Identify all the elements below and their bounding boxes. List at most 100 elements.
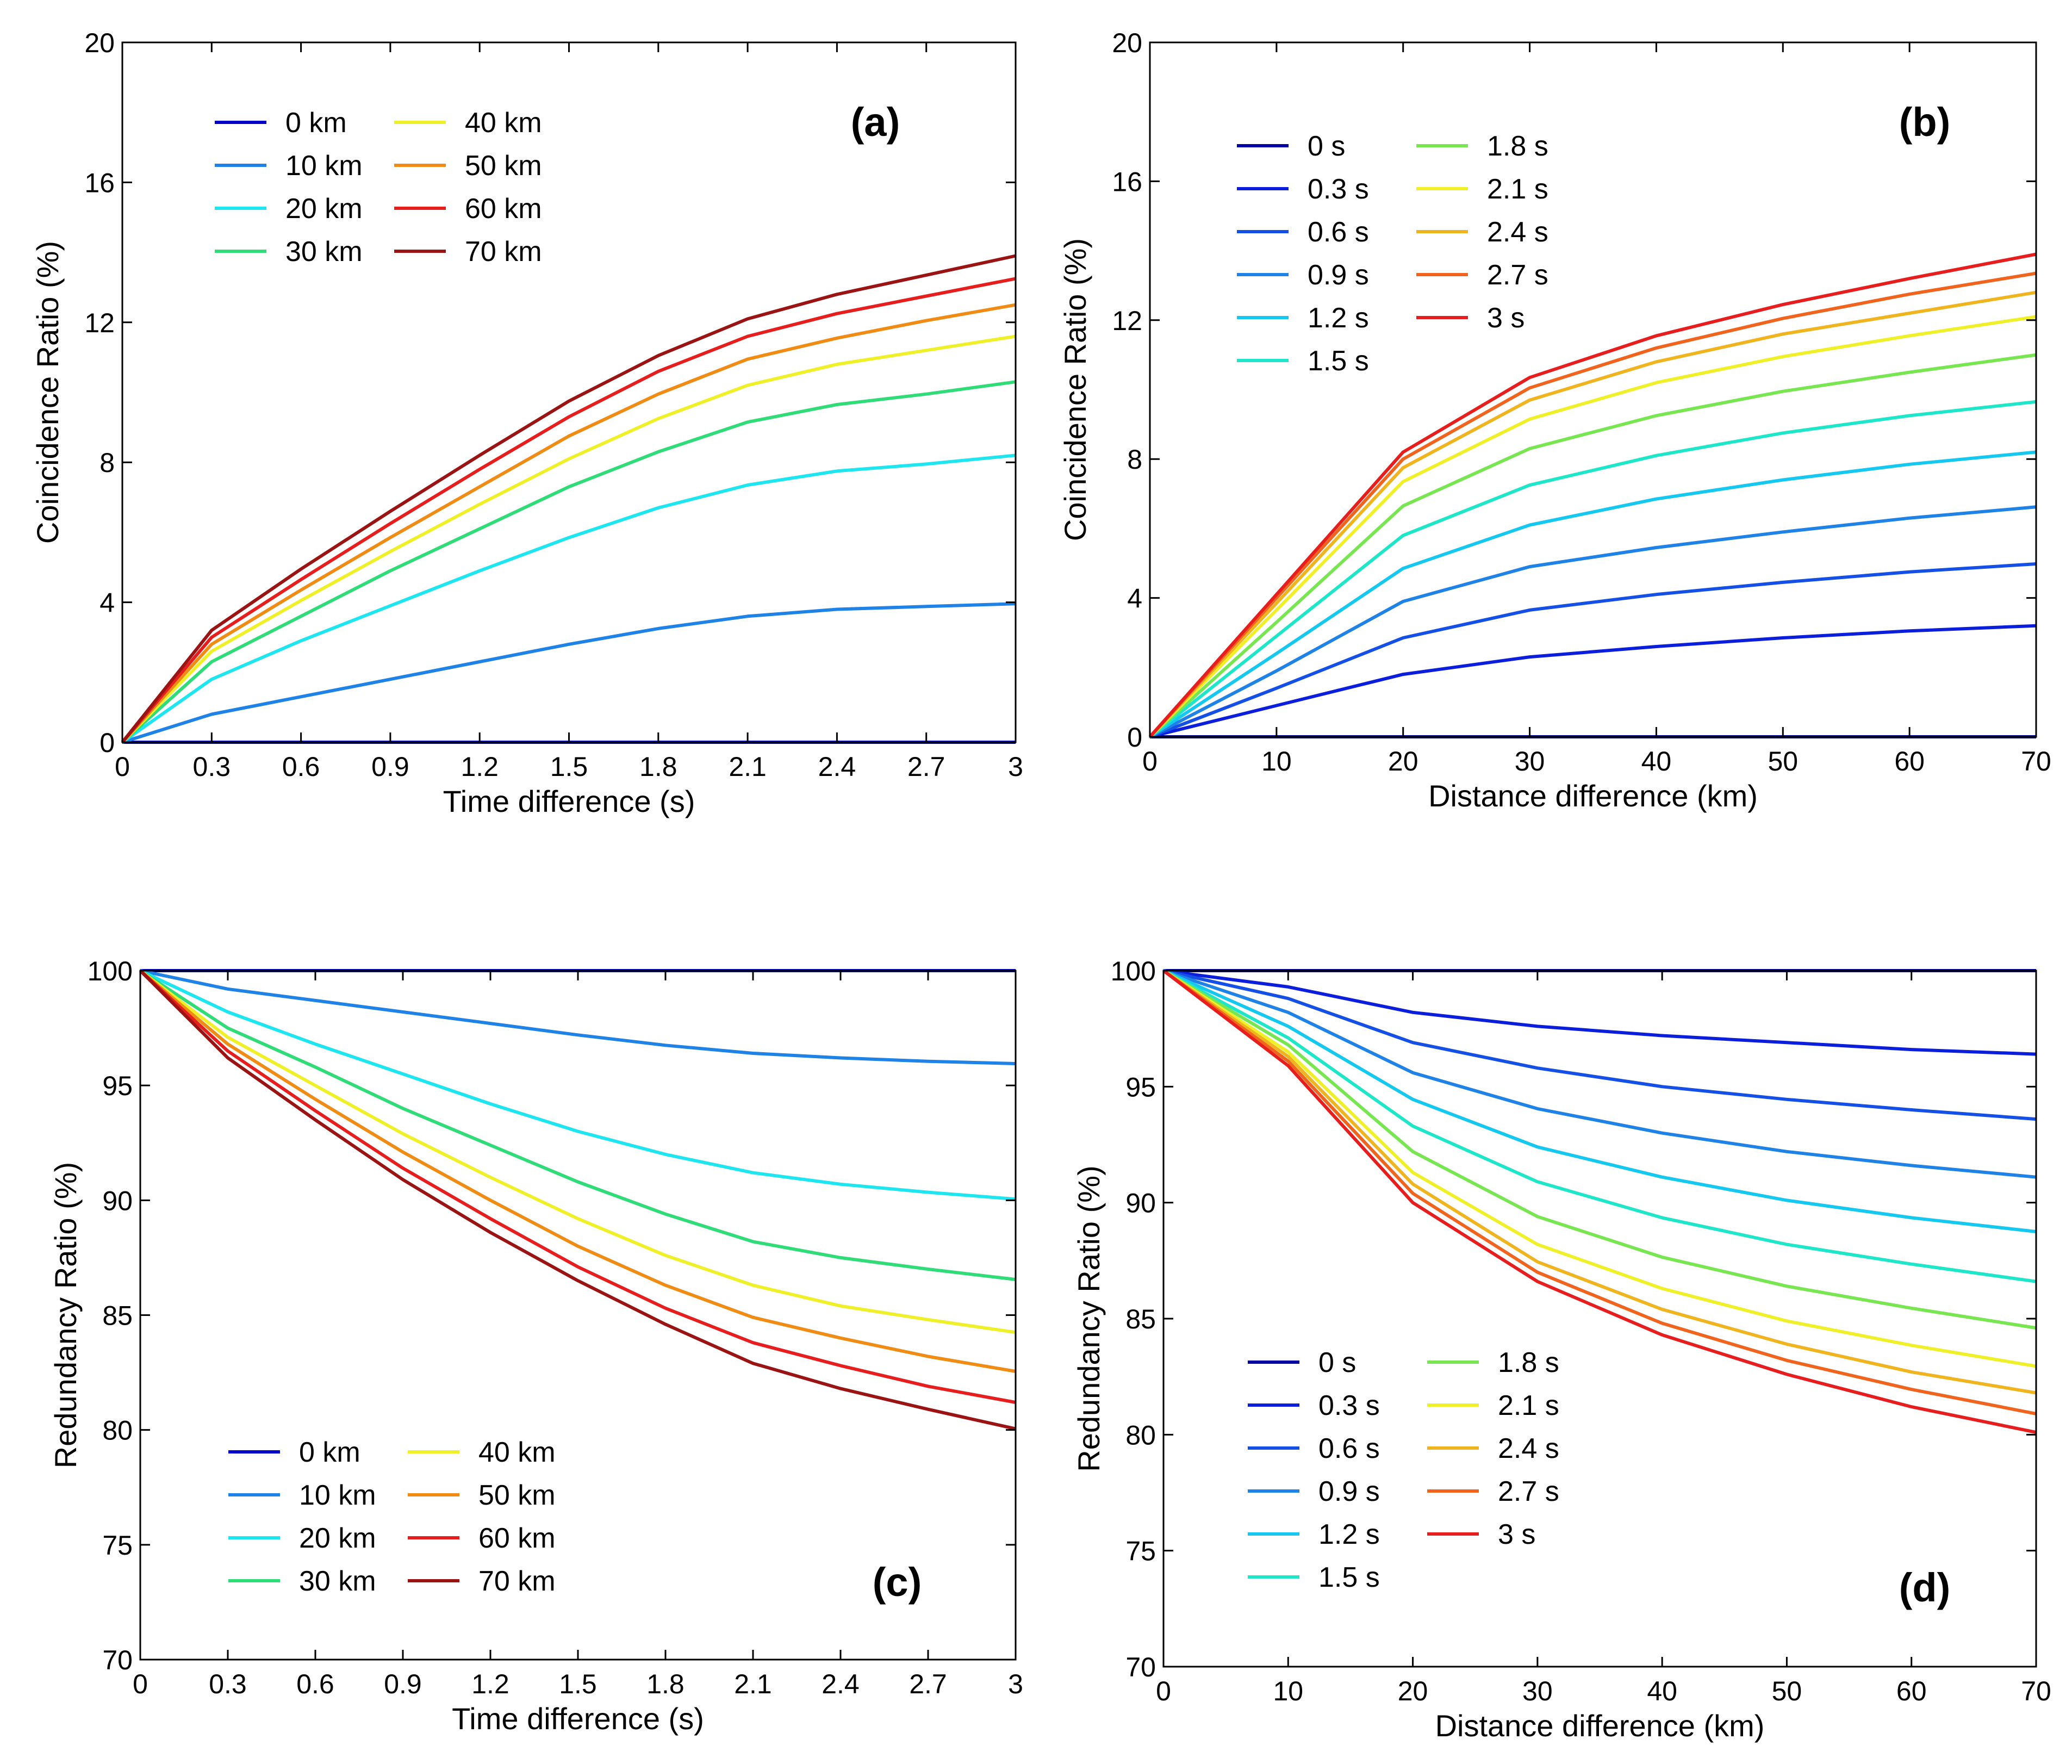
x-tick-label: 3 — [1008, 751, 1023, 782]
series-lines — [1148, 252, 2037, 738]
legend-label: 70 km — [478, 1566, 556, 1597]
series-line-10-km — [140, 969, 1016, 1065]
legend-label: 50 km — [465, 150, 542, 182]
legend-label: 0.3 s — [1308, 173, 1369, 205]
x-tick-label: 2.1 — [734, 1669, 772, 1699]
series-line-0-9-s — [1163, 969, 2037, 1179]
legend-item: 1.8 s — [1427, 1347, 1559, 1378]
series-line-3-s — [1148, 252, 2037, 738]
plot-frame — [1149, 41, 2037, 738]
x-axis-label: Time difference (s) — [452, 1701, 704, 1736]
legend-item: 20 km — [228, 1523, 376, 1554]
legend-label: 20 km — [299, 1523, 376, 1554]
y-tick-label: 16 — [1112, 166, 1142, 197]
legend: 0 km 10 km 20 km 30 km 40 km 50 km 60 km 70 km — [215, 107, 542, 268]
x-tick-label: 2.7 — [909, 1669, 947, 1699]
x-tick-label: 0.3 — [209, 1669, 247, 1699]
x-tick-label: 1.5 — [559, 1669, 597, 1699]
series-line-70-km — [121, 254, 1016, 743]
y-tick-label: 100 — [1111, 956, 1156, 986]
y-tick-label: 95 — [102, 1071, 133, 1101]
series-line-0-6-s — [1149, 562, 2037, 738]
legend-label: 0.3 s — [1318, 1390, 1380, 1421]
x-tick-label: 1.2 — [471, 1669, 509, 1699]
x-tick-label: 10 — [1273, 1676, 1303, 1706]
series-line-0-9-s — [1149, 505, 2037, 738]
legend-item: 0 km — [228, 1437, 360, 1468]
series-lines — [139, 969, 1016, 1431]
series-line-1-8-s — [1148, 353, 2037, 738]
legend-label: 1.2 s — [1318, 1519, 1380, 1550]
x-tick-label: 0.9 — [384, 1669, 422, 1699]
legend-label: 0.9 s — [1318, 1476, 1380, 1507]
legend-item: 0.3 s — [1237, 173, 1369, 205]
x-tick-label: 30 — [1515, 746, 1545, 777]
y-tick-label: 80 — [102, 1415, 133, 1446]
legend-label: 2.4 s — [1498, 1433, 1559, 1464]
y-axis-label: Redundancy Ratio (%) — [48, 1162, 83, 1468]
legend-item: 0 km — [215, 107, 347, 139]
x-tick-label: 0.9 — [371, 751, 409, 782]
x-tick-label: 0 — [1156, 1676, 1171, 1706]
x-tick-label: 2.1 — [729, 751, 767, 782]
legend-item: 2.1 s — [1427, 1390, 1559, 1421]
series-line-60-km — [139, 969, 1016, 1404]
legend-item: 2.1 s — [1416, 173, 1548, 205]
y-tick-label: 20 — [1112, 28, 1142, 58]
legend-item: 2.7 s — [1416, 259, 1548, 291]
legend-label: 2.7 s — [1498, 1476, 1559, 1507]
y-tick-label: 75 — [1125, 1536, 1156, 1567]
y-tick-label: 16 — [84, 167, 115, 198]
legend-label: 60 km — [478, 1523, 556, 1554]
legend-item: 0 s — [1237, 131, 1345, 162]
series-lines — [121, 254, 1016, 744]
legend-item: 2.7 s — [1427, 1476, 1559, 1507]
y-tick-label: 90 — [1125, 1188, 1156, 1219]
y-tick-label: 8 — [1127, 444, 1142, 475]
panel-c: 0 0.3 0.6 0.9 1.2 1.5 1.8 2.1 2.4 2.7 3 70 75 80 85 90 9… — [48, 956, 1023, 1736]
legend-label: 0 s — [1318, 1347, 1356, 1378]
series-line-0-6-s — [1163, 969, 2037, 1121]
series-line-50-km — [121, 303, 1016, 744]
legend-item: 0.9 s — [1237, 259, 1369, 291]
legend-item: 30 km — [228, 1566, 376, 1597]
legend-label: 2.4 s — [1487, 216, 1548, 248]
legend-item: 1.8 s — [1416, 131, 1548, 162]
series-line-1-2-s — [1149, 450, 2037, 738]
series-line-40-km — [139, 969, 1016, 1334]
y-tick-label: 4 — [99, 588, 115, 618]
y-tick-label: 12 — [1112, 306, 1142, 336]
legend-item: 30 km — [215, 236, 363, 268]
x-tick-label: 20 — [1388, 746, 1418, 777]
legend-item: 70 km — [408, 1566, 556, 1597]
x-axis-label: Time difference (s) — [443, 784, 695, 818]
legend-label: 30 km — [299, 1566, 376, 1597]
x-tick-label: 2.4 — [818, 751, 856, 782]
legend-item: 3 s — [1416, 302, 1525, 334]
legend-label: 3 s — [1487, 302, 1525, 334]
series-line-30-km — [121, 380, 1016, 744]
y-tick-label: 85 — [102, 1301, 133, 1331]
legend-label: 10 km — [285, 150, 363, 182]
x-tick-label: 60 — [1894, 746, 1925, 777]
series-line-30-km — [139, 969, 1016, 1281]
x-tick-label: 40 — [1641, 746, 1672, 777]
y-tick-label: 80 — [1125, 1420, 1156, 1450]
x-tick-label: 1.2 — [461, 751, 499, 782]
legend-label: 1.5 s — [1308, 345, 1369, 377]
x-tick-label: 50 — [1768, 746, 1798, 777]
legend-item: 10 km — [215, 150, 363, 182]
legend-item: 2.4 s — [1416, 216, 1548, 248]
legend-label: 1.8 s — [1498, 1347, 1559, 1378]
legend-item: 1.5 s — [1237, 345, 1369, 377]
x-tick-label: 0.6 — [296, 1669, 334, 1699]
series-line-50-km — [139, 969, 1016, 1373]
series-line-3-s — [1162, 969, 2037, 1434]
legend-label: 0.6 s — [1318, 1433, 1380, 1464]
series-line-40-km — [121, 334, 1016, 744]
y-tick-label: 20 — [84, 28, 115, 58]
panel-label: (a) — [851, 100, 900, 145]
legend-item: 50 km — [408, 1480, 556, 1511]
x-tick-label: 1.8 — [646, 1669, 685, 1699]
legend-item: 0.3 s — [1248, 1390, 1380, 1421]
